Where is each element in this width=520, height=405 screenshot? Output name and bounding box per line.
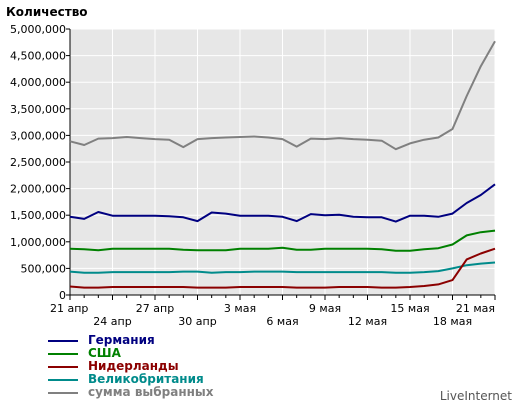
legend: Германия США Нидерланды Великобритания с… [48,334,214,399]
series-line-1 [69,229,496,252]
x-tick-label: 27 апр [136,302,174,315]
series-lines [69,40,496,289]
legend-swatch [48,352,78,355]
x-tick-label: 18 мая [433,315,472,328]
series-line-2 [69,247,496,289]
axes [66,28,496,300]
legend-label: сумма выбранных [88,385,214,399]
series-line-3 [69,261,496,274]
legend-swatch [48,365,78,368]
y-tick-label: 2,500,000 [10,156,66,169]
y-tick-label: 1,500,000 [10,209,66,222]
series-line-0 [69,183,496,223]
legend-label: Нидерланды [88,359,179,373]
series-line-4 [69,40,496,151]
y-tick-label: 4,500,000 [10,50,66,63]
y-axis-title: Количество [6,5,88,19]
x-tick-label: 21 мая [456,302,495,315]
legend-label: Германия [88,333,155,347]
legend-swatch [48,391,78,394]
brand-label: LiveInternet [439,389,512,403]
y-tick-label: 3,500,000 [10,103,66,116]
x-tick-labels: 21 апр 27 апр 3 мая 9 мая 15 мая 21 мая 24 апр… [50,302,495,328]
x-tick-label: 12 мая [348,315,387,328]
y-tick-label: 0 [59,289,66,302]
y-tick-label: 3,000,000 [10,129,66,142]
x-tick-label: 24 апр [93,315,131,328]
x-tick-label: 6 мая [266,315,298,328]
x-tick-label: 15 мая [390,302,429,315]
legend-item-sum[interactable]: сумма выбранных [48,386,214,399]
legend-swatch [48,339,78,342]
legend-swatch [48,378,78,381]
y-tick-label: 4,000,000 [10,76,66,89]
legend-label: США [88,346,121,360]
legend-item-germany[interactable]: Германия [48,334,214,347]
y-tick-label: 5,000,000 [10,23,66,36]
y-tick-label: 500,000 [21,262,67,275]
x-tick-label: 9 мая [309,302,341,315]
y-tick-label: 1,000,000 [10,236,66,249]
x-tick-label: 30 апр [178,315,216,328]
legend-item-netherlands[interactable]: Нидерланды [48,360,214,373]
y-tick-labels: 5,000,000 4,500,000 4,000,000 3,500,000 3,00… [10,23,66,302]
legend-item-uk[interactable]: Великобритания [48,373,214,386]
y-tick-label: 2,000,000 [10,183,66,196]
legend-label: Великобритания [88,372,204,386]
x-tick-label: 21 апр [50,302,88,315]
x-tick-label: 3 мая [224,302,256,315]
legend-item-usa[interactable]: США [48,347,214,360]
